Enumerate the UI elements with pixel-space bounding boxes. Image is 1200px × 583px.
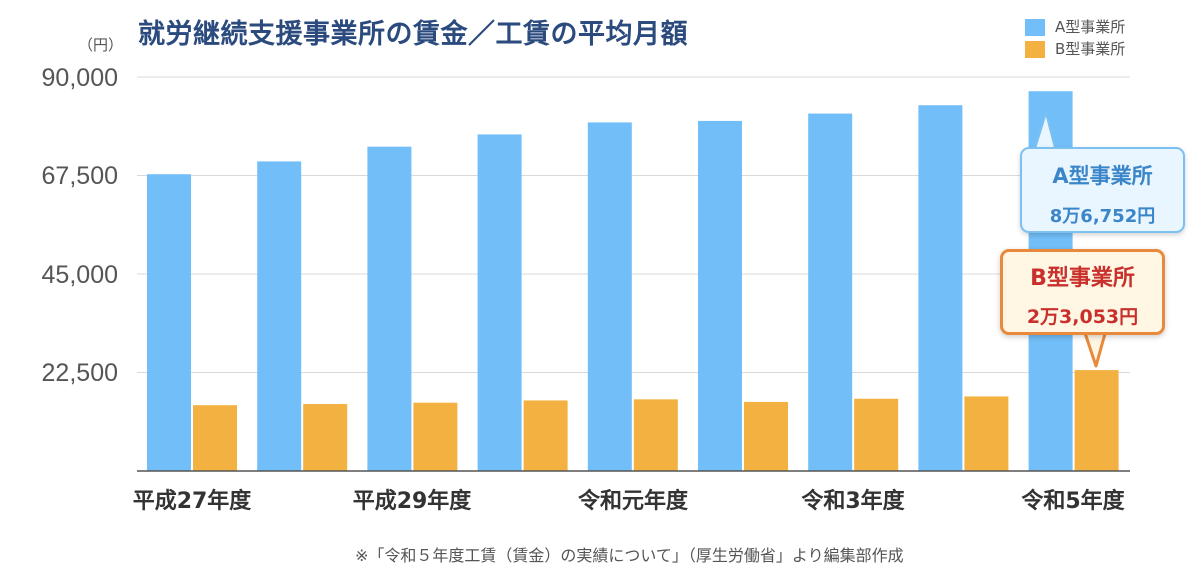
- bar-a: [477, 134, 522, 471]
- callout-b-value: 2万3,053円: [1026, 306, 1139, 328]
- y-tick-label: 45,000: [41, 261, 118, 289]
- x-tick-label: 平成29年度: [352, 489, 472, 514]
- legend-item-a: A型事業所: [1025, 16, 1125, 38]
- x-tick-label: 令和5年度: [1021, 489, 1125, 514]
- bar-a: [147, 174, 191, 471]
- bar-a: [587, 122, 632, 472]
- legend: A型事業所 B型事業所: [1025, 16, 1125, 60]
- x-tick-label: 平成27年度: [132, 489, 252, 514]
- callout-b-name: B型事業所: [1030, 266, 1135, 291]
- chart-title: 就労継続支援事業所の賃金／工賃の平均月額: [138, 19, 688, 50]
- bar-a: [367, 146, 412, 471]
- legend-swatch-a: [1025, 18, 1045, 36]
- bar-b: [523, 400, 568, 471]
- bar-b: [303, 404, 348, 471]
- bar-b: [193, 405, 237, 471]
- y-tick-label: 22,500: [41, 359, 118, 387]
- y-tick-label: 90,000: [41, 64, 118, 92]
- bar-b: [744, 401, 788, 471]
- y-axis-unit-label: （円）: [78, 36, 124, 54]
- x-tick-label: 令和3年度: [801, 489, 905, 514]
- y-tick-label: 67,500: [41, 162, 118, 190]
- legend-swatch-b: [1025, 40, 1045, 58]
- bar-b: [854, 398, 899, 471]
- bar-a: [257, 161, 302, 471]
- callout-b-pointer: [1082, 328, 1108, 368]
- bar-a: [808, 113, 853, 472]
- bar-a: [698, 120, 742, 471]
- legend-item-b: B型事業所: [1025, 38, 1125, 60]
- bar-a: [918, 105, 963, 471]
- legend-label-a: A型事業所: [1055, 18, 1126, 36]
- callout-b-latest: B型事業所 2万3,053円: [1000, 249, 1165, 335]
- bar-b: [964, 396, 1009, 471]
- bar-b: [1074, 370, 1119, 471]
- source-note: ※「令和５年度工賃（賃金）の実績について」（厚生労働省」より編集部作成: [355, 546, 904, 565]
- bar-b: [413, 402, 458, 471]
- x-tick-label: 令和元年度: [577, 489, 688, 514]
- callout-a-name: A型事業所: [1052, 164, 1153, 188]
- bar-b: [633, 399, 678, 471]
- callout-a-latest: A型事業所 8万6,752円: [1020, 147, 1185, 233]
- legend-label-b: B型事業所: [1055, 40, 1126, 58]
- callout-a-value: 8万6,752円: [1049, 206, 1156, 227]
